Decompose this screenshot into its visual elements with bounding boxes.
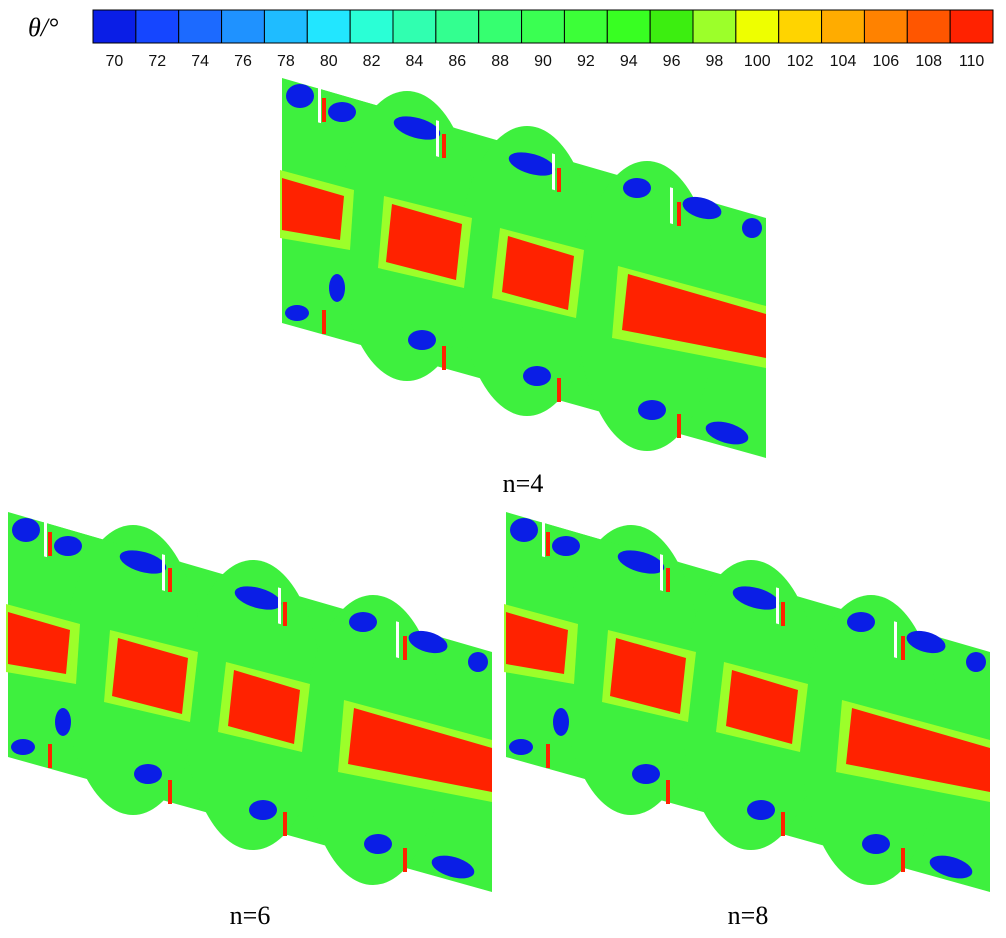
colorbar-tick-label: 98 [706, 53, 724, 70]
colorbar-swatch [778, 9, 823, 44]
colorbar-swatch [478, 9, 523, 44]
colorbar-swatch [221, 9, 265, 44]
colorbar: 70 72 74 76 78 80 82 84 86 88 90 92 94 96 98 100 102 104 1… [92, 9, 994, 70]
colorbar-swatch [178, 9, 223, 44]
colorbar-tick-label: 70 [106, 53, 124, 70]
colorbar-tick-label: 76 [234, 53, 252, 70]
colorbar-tick-label: 94 [620, 53, 638, 70]
colorbar-swatch [349, 9, 394, 44]
colorbar-tick-label: 104 [830, 53, 857, 70]
colorbar-tick-label: 80 [320, 53, 338, 70]
colorbar-tick-label: 110 [959, 53, 985, 70]
colorbar-swatch [521, 9, 565, 44]
colorbar-swatch [606, 9, 651, 44]
colorbar-swatch [863, 9, 908, 44]
colorbar-tick-label: 82 [363, 53, 381, 70]
colorbar-swatch [649, 9, 694, 44]
colorbar-swatch [563, 9, 608, 44]
colorbar-swatch [949, 9, 994, 44]
colorbar-tick-label: 84 [406, 53, 424, 70]
contour-panel [280, 78, 766, 458]
panel-label: n=8 [728, 901, 769, 930]
colorbar-tick-label: 102 [787, 53, 814, 70]
colorbar-swatch [306, 9, 351, 44]
colorbar-tick-label: 74 [191, 53, 209, 70]
colorbar-tick-label: 72 [148, 53, 166, 70]
panel-label: n=6 [230, 901, 271, 930]
colorbar-swatch [392, 9, 437, 44]
colorbar-tick-label: 92 [577, 53, 595, 70]
colorbar-tick-label: 100 [744, 53, 771, 70]
colorbar-tick-label: 86 [448, 53, 466, 70]
colorbar-swatch [906, 9, 951, 44]
colorbar-tick-label: 90 [534, 53, 552, 70]
colorbar-swatch [435, 9, 480, 44]
contour-panel [6, 512, 492, 892]
colorbar-tick-label: 88 [491, 53, 509, 70]
colorbar-tick-label: 106 [873, 53, 900, 70]
colorbar-swatch [692, 9, 737, 44]
colorbar-label: θ/° [28, 13, 58, 42]
colorbar-swatch [263, 9, 308, 44]
colorbar-tick-label: 96 [663, 53, 681, 70]
colorbar-tick-label: 78 [277, 53, 295, 70]
colorbar-swatch [92, 9, 137, 44]
colorbar-tick-label: 108 [915, 53, 942, 70]
colorbar-swatch [135, 9, 180, 44]
colorbar-swatch [735, 9, 780, 44]
panel-label: n=4 [503, 469, 544, 498]
colorbar-swatch [821, 9, 865, 44]
contour-panel [504, 512, 990, 892]
